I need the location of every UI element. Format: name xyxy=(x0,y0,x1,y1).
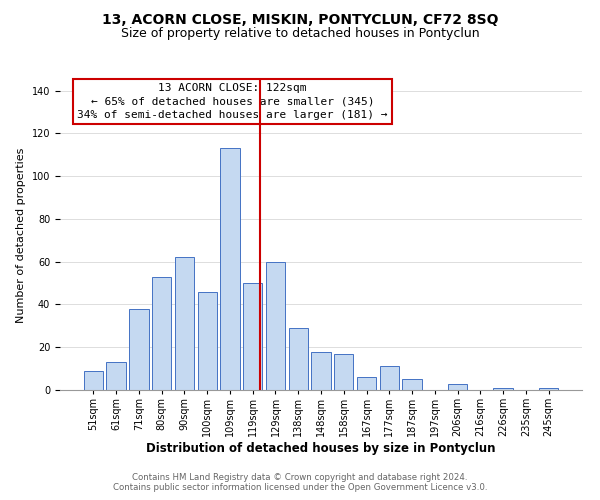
Bar xyxy=(380,366,399,390)
Bar xyxy=(106,362,126,390)
Bar xyxy=(357,377,376,390)
Bar xyxy=(220,148,239,390)
Bar xyxy=(175,258,194,390)
Bar xyxy=(129,309,149,390)
Bar xyxy=(197,292,217,390)
Bar xyxy=(311,352,331,390)
Bar xyxy=(448,384,467,390)
Text: 13, ACORN CLOSE, MISKIN, PONTYCLUN, CF72 8SQ: 13, ACORN CLOSE, MISKIN, PONTYCLUN, CF72… xyxy=(102,12,498,26)
Bar xyxy=(152,276,172,390)
Bar xyxy=(539,388,558,390)
Text: 13 ACORN CLOSE: 122sqm
← 65% of detached houses are smaller (345)
34% of semi-de: 13 ACORN CLOSE: 122sqm ← 65% of detached… xyxy=(77,83,388,120)
Bar xyxy=(403,380,422,390)
Bar xyxy=(266,262,285,390)
Bar xyxy=(334,354,353,390)
Text: Size of property relative to detached houses in Pontyclun: Size of property relative to detached ho… xyxy=(121,28,479,40)
Bar xyxy=(493,388,513,390)
Bar xyxy=(289,328,308,390)
X-axis label: Distribution of detached houses by size in Pontyclun: Distribution of detached houses by size … xyxy=(146,442,496,455)
Bar xyxy=(84,371,103,390)
Y-axis label: Number of detached properties: Number of detached properties xyxy=(16,148,26,322)
Text: Contains HM Land Registry data © Crown copyright and database right 2024.
Contai: Contains HM Land Registry data © Crown c… xyxy=(113,473,487,492)
Bar xyxy=(243,283,262,390)
